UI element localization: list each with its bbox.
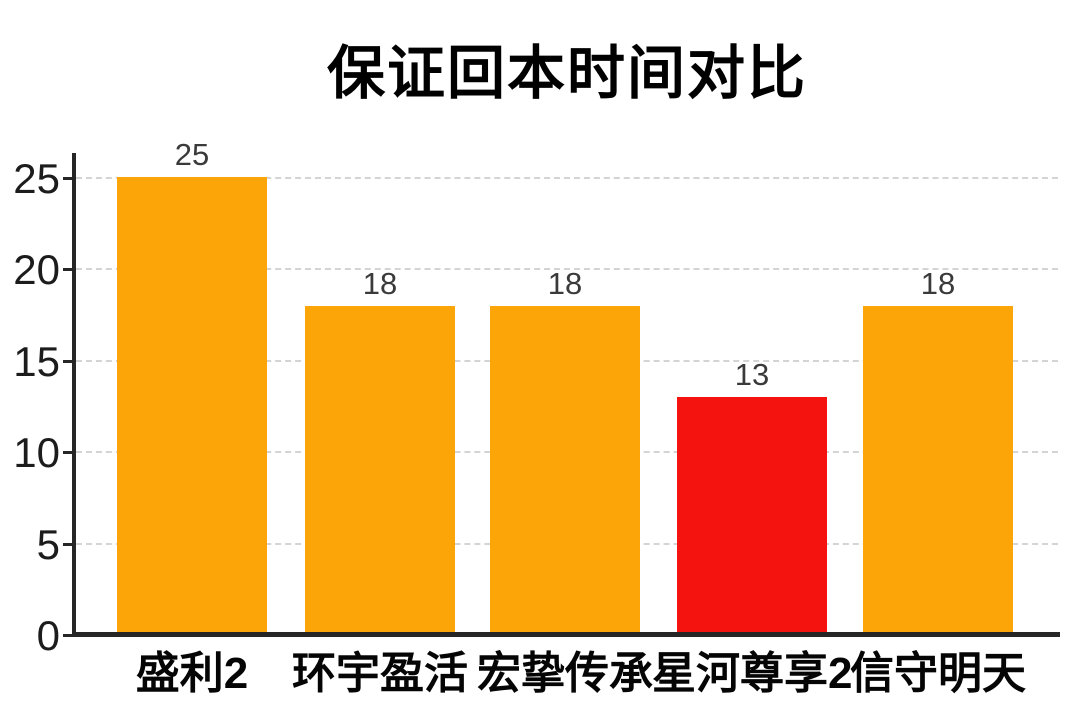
y-axis-line (72, 153, 76, 637)
bar-2 (305, 306, 455, 635)
bar-value-label-4: 13 (734, 357, 770, 392)
gridline-y25 (76, 176, 1058, 179)
bar-5 (863, 306, 1013, 635)
x-category-label-5: 信守明天 (850, 649, 1026, 698)
bar-value-label-3: 18 (547, 266, 583, 301)
y-tick-mark-0 (63, 634, 72, 637)
bar-4 (677, 397, 827, 635)
y-tick-mark-15 (63, 359, 72, 363)
y-tick-mark-25 (63, 176, 72, 180)
x-category-label-2: 环宇盈活 (292, 649, 468, 698)
bar-value-label-5: 18 (920, 266, 956, 301)
x-axis-line (72, 632, 1060, 637)
y-tick-label-20: 20 (13, 246, 60, 293)
bar-value-label-1: 25 (174, 137, 210, 172)
chart-title: 保证回本时间对比 (326, 41, 807, 106)
y-tick-mark-10 (63, 451, 72, 454)
x-category-label-4: 星河尊享2 (652, 649, 853, 698)
y-tick-label-0: 0 (36, 612, 60, 659)
y-tick-label-10: 10 (13, 429, 60, 476)
y-tick-label-25: 25 (13, 154, 60, 202)
y-tick-mark-5 (63, 542, 72, 546)
y-tick-label-5: 5 (36, 520, 60, 568)
bar-1 (117, 177, 267, 635)
x-category-label-3: 宏挚传承 (477, 649, 653, 698)
x-category-label-1: 盛利2 (135, 649, 249, 698)
bar-3 (490, 306, 640, 635)
bar-value-label-2: 18 (362, 266, 398, 301)
y-tick-label-15: 15 (13, 337, 60, 385)
gridline-y20 (76, 268, 1058, 270)
y-tick-mark-20 (63, 268, 72, 271)
